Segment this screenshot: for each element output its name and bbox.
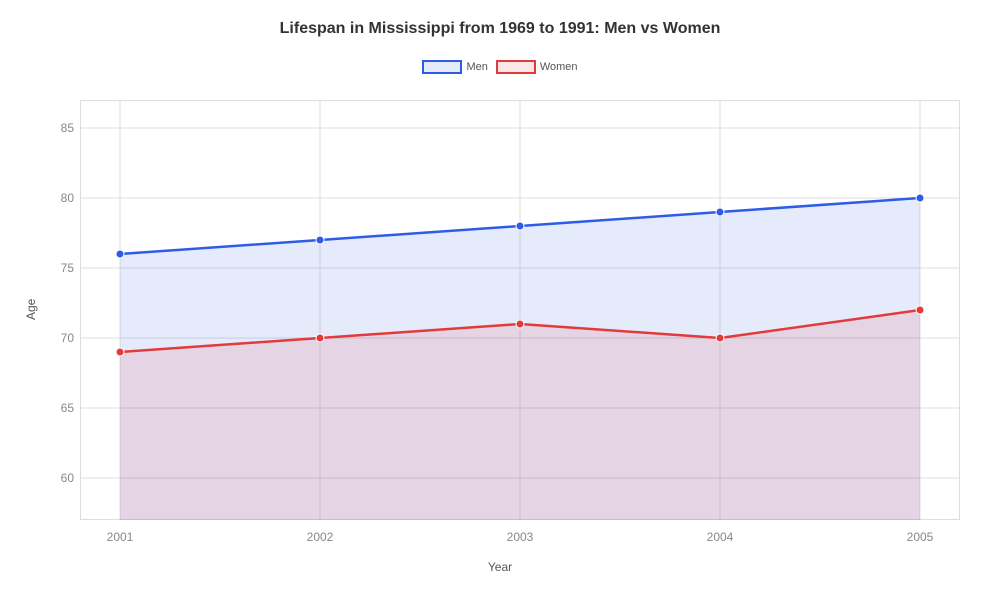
y-tick-label: 80	[50, 191, 74, 205]
x-tick-label: 2004	[707, 530, 734, 544]
data-point[interactable]	[916, 306, 924, 314]
legend-item-men[interactable]: Men	[422, 60, 487, 74]
y-tick-label: 75	[50, 261, 74, 275]
y-tick-label: 70	[50, 331, 74, 345]
legend-swatch-women	[496, 60, 536, 74]
chart-container: Lifespan in Mississippi from 1969 to 199…	[0, 0, 1000, 600]
x-tick-label: 2002	[307, 530, 334, 544]
data-point[interactable]	[516, 222, 524, 230]
x-axis-label: Year	[488, 560, 512, 574]
legend-label-men: Men	[466, 61, 487, 73]
data-point[interactable]	[116, 348, 124, 356]
data-point[interactable]	[716, 208, 724, 216]
data-point[interactable]	[716, 334, 724, 342]
x-tick-label: 2001	[107, 530, 134, 544]
legend-label-women: Women	[540, 61, 578, 73]
plot-area	[80, 100, 960, 520]
data-point[interactable]	[516, 320, 524, 328]
y-tick-label: 85	[50, 121, 74, 135]
y-tick-label: 60	[50, 471, 74, 485]
x-tick-label: 2005	[907, 530, 934, 544]
data-point[interactable]	[316, 236, 324, 244]
data-point[interactable]	[316, 334, 324, 342]
legend-swatch-men	[422, 60, 462, 74]
legend: Men Women	[0, 60, 1000, 74]
y-axis-label: Age	[24, 299, 38, 320]
y-tick-label: 65	[50, 401, 74, 415]
x-tick-label: 2003	[507, 530, 534, 544]
data-point[interactable]	[116, 250, 124, 258]
data-point[interactable]	[916, 194, 924, 202]
chart-title: Lifespan in Mississippi from 1969 to 199…	[0, 20, 1000, 38]
legend-item-women[interactable]: Women	[496, 60, 578, 74]
